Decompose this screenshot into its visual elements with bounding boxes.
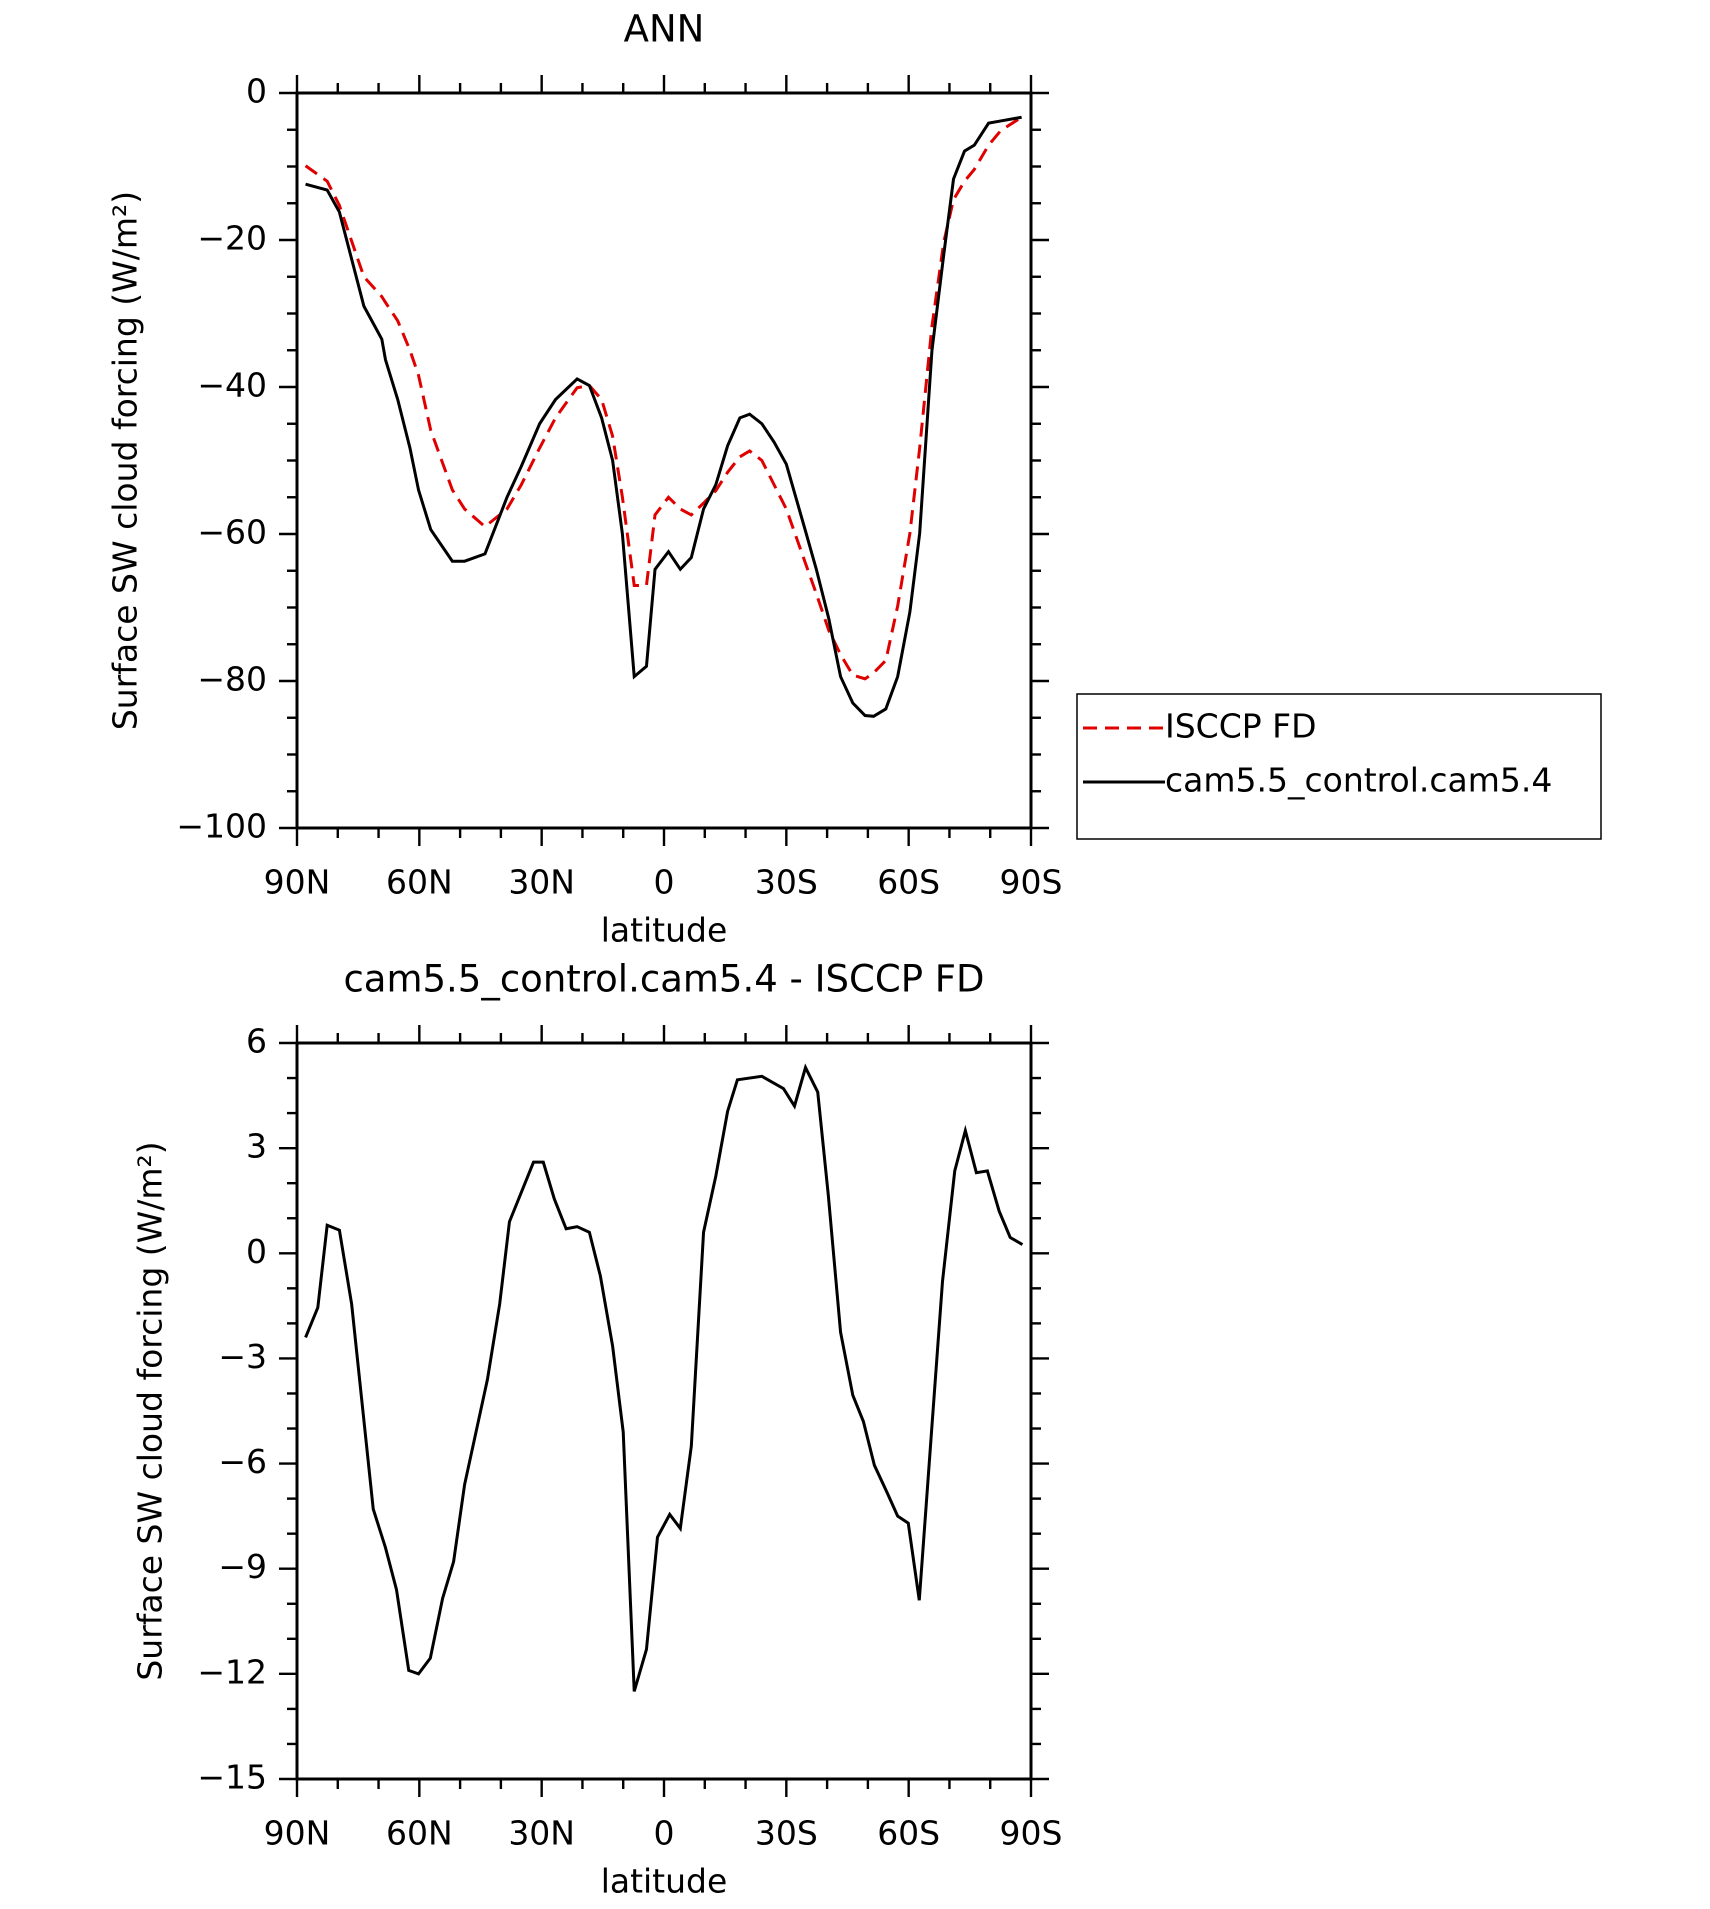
x-tick-label: 60N bbox=[386, 1814, 453, 1853]
x-tick-label: 60S bbox=[877, 863, 940, 902]
data-line bbox=[305, 115, 1022, 718]
x-axis-label: latitude bbox=[601, 911, 728, 950]
y-tick-label: −9 bbox=[218, 1547, 267, 1586]
y-tick-label: 6 bbox=[246, 1022, 267, 1061]
plot-frame bbox=[295, 91, 1033, 830]
y-tick-label: −6 bbox=[218, 1442, 267, 1481]
y-tick-label: −100 bbox=[176, 807, 267, 846]
y-tick-label: 3 bbox=[246, 1127, 267, 1166]
x-tick-label: 60N bbox=[386, 863, 453, 902]
y-tick-label: 0 bbox=[246, 1232, 267, 1271]
y-tick-label: −60 bbox=[197, 513, 267, 552]
y-tick-label: −40 bbox=[197, 366, 267, 405]
x-axis-label: latitude bbox=[601, 1862, 728, 1901]
legend-label: cam5.5_control.cam5.4 bbox=[1165, 761, 1552, 800]
y-tick-label: −20 bbox=[197, 219, 267, 258]
y-tick-label: −15 bbox=[197, 1758, 267, 1797]
x-tick-label: 90N bbox=[264, 1814, 331, 1853]
y-tick-label: 0 bbox=[246, 72, 267, 111]
y-tick-label: −12 bbox=[197, 1652, 267, 1691]
chart-title: ANN bbox=[624, 8, 705, 51]
x-tick-label: 90N bbox=[264, 863, 331, 902]
legend-box bbox=[1076, 693, 1602, 840]
y-tick-label: −3 bbox=[218, 1337, 267, 1376]
y-tick-label: −80 bbox=[197, 660, 267, 699]
y-axis-label: Surface SW cloud forcing (W/m²) bbox=[131, 1141, 170, 1680]
x-tick-label: 30N bbox=[508, 863, 575, 902]
x-tick-label: 30S bbox=[755, 863, 818, 902]
y-axis-label: Surface SW cloud forcing (W/m²) bbox=[106, 191, 145, 730]
x-tick-label: 0 bbox=[654, 1814, 675, 1853]
data-line bbox=[304, 1063, 1024, 1692]
legend-label: ISCCP FD bbox=[1165, 707, 1317, 746]
plot-frame bbox=[295, 1041, 1033, 1781]
data-line bbox=[304, 115, 1023, 681]
x-tick-label: 30N bbox=[508, 1814, 575, 1853]
chart-title: cam5.5_control.cam5.4 - ISCCP FD bbox=[343, 958, 984, 1001]
x-tick-label: 0 bbox=[654, 863, 675, 902]
x-tick-label: 60S bbox=[877, 1814, 940, 1853]
x-tick-label: 30S bbox=[755, 1814, 818, 1853]
x-tick-label: 90S bbox=[1000, 863, 1063, 902]
x-tick-label: 90S bbox=[1000, 1814, 1063, 1853]
